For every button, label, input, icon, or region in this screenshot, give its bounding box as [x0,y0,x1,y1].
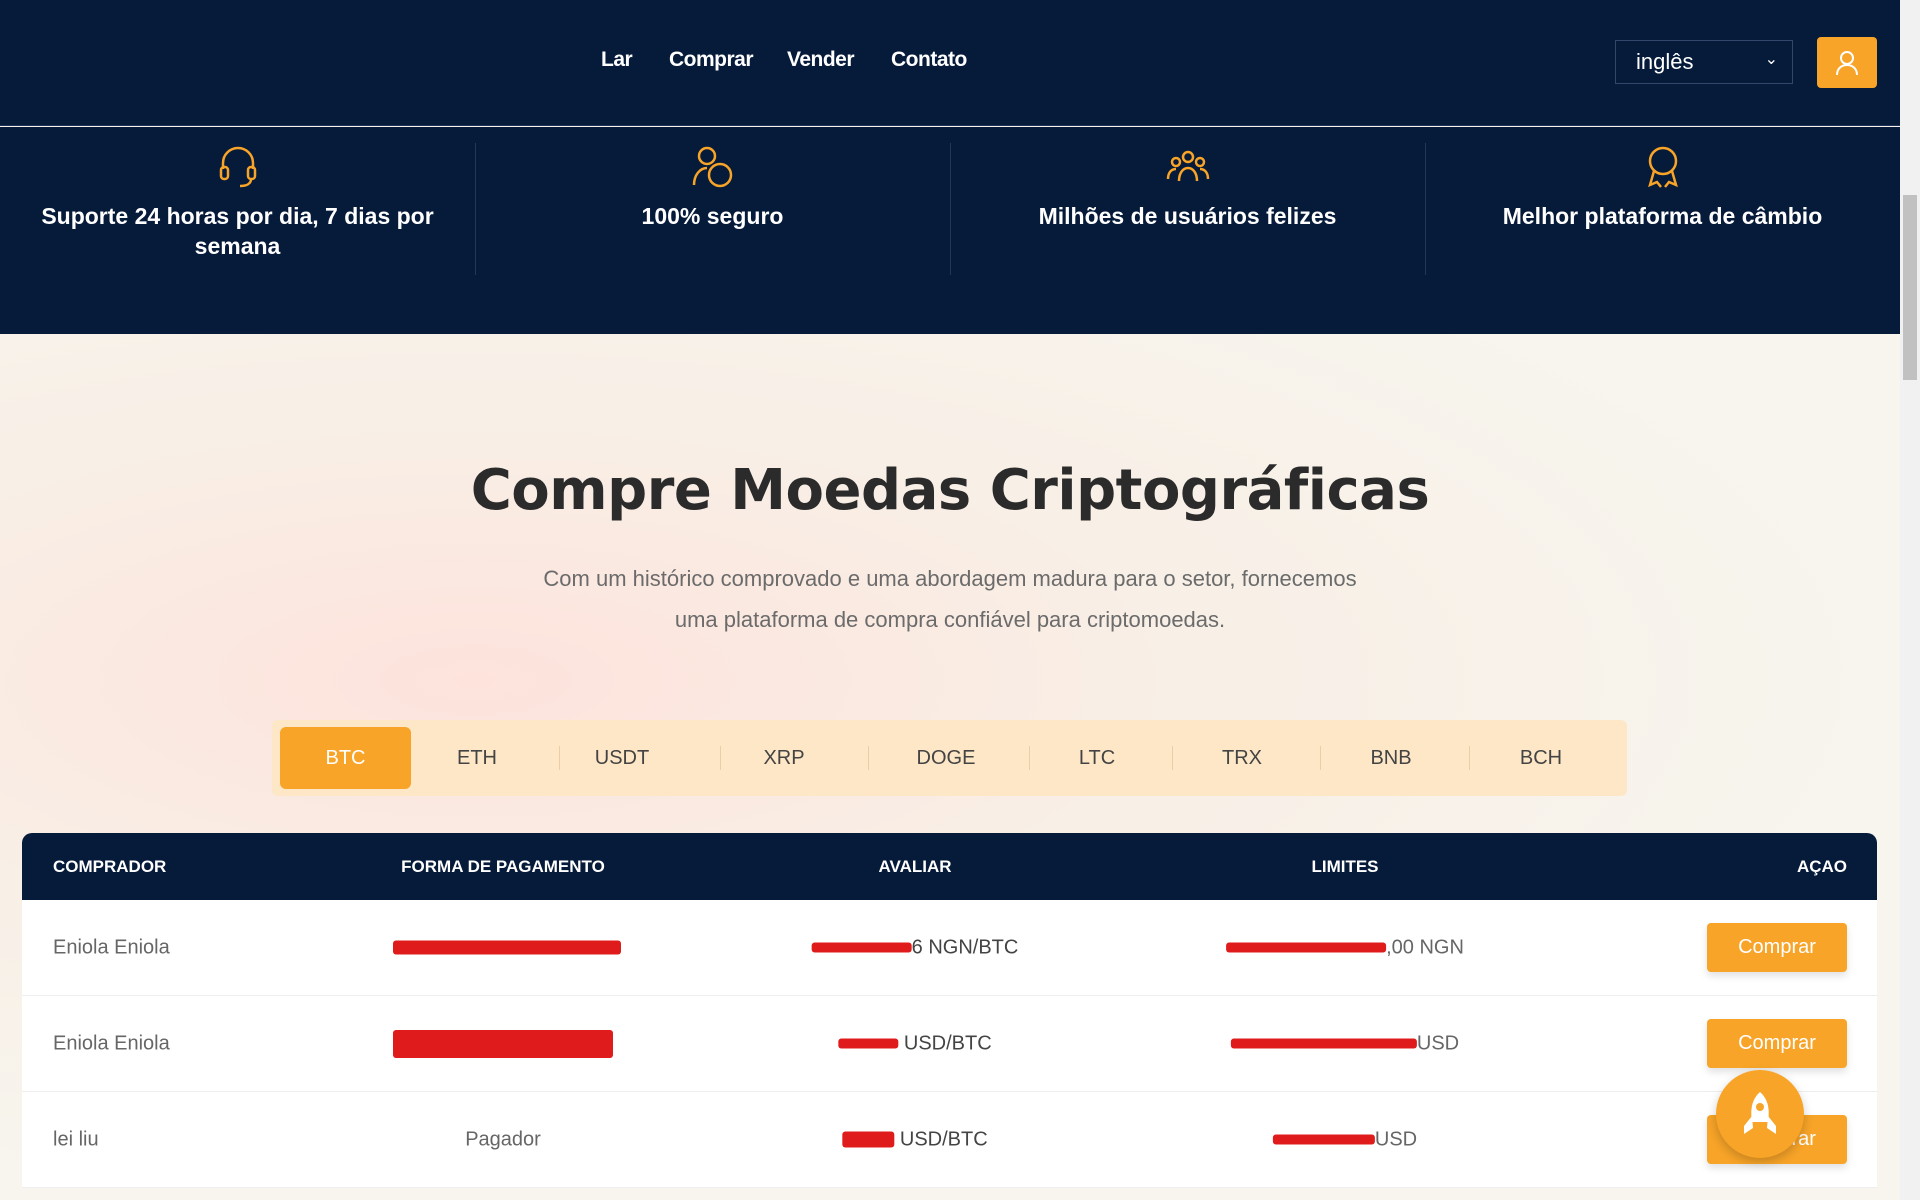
table-row: Eniola Eniola 6 NGN/BTC ,00 NGN Comprar [22,900,1877,996]
nav-link-contact[interactable]: Contato [891,48,967,71]
user-icon [1836,50,1858,75]
col-payment: FORMA DE PAGAMENTO [401,856,605,876]
feature-label: Milhões de usuários felizes [1038,203,1337,229]
limits-unit: USD [1374,1128,1418,1150]
nav-link-sell[interactable]: Vender [787,48,855,71]
rate: USD/BTC [842,1128,988,1151]
offers-table: COMPRADOR FORMA DE PAGAMENTO AVALIAR LIM… [22,833,1877,1188]
top-nav: Lar Comprar Vender Contato inglês ⌄ [0,0,1900,126]
limits-unit: USD [1416,1032,1460,1054]
scroll-to-top-button[interactable] [1716,1070,1804,1158]
feature-label: Suporte 24 horas por dia, 7 dias por sem… [41,203,434,259]
payment-method-redacted [393,936,621,959]
page-title: Compre Moedas Criptográficas [470,458,1430,523]
feature-label: 100% seguro [641,203,784,229]
language-value: inglês [1636,49,1694,74]
chevron-down-icon: ⌄ [1764,51,1778,68]
tab-xrp[interactable]: XRP [763,747,805,769]
nav-link-buy[interactable]: Comprar [669,48,754,71]
subtitle-line: Com um histórico comprovado e uma aborda… [543,566,1357,591]
tab-doge[interactable]: DOGE [916,747,976,769]
feature-best-platform: Melhor plataforma de câmbio [1425,127,1900,334]
scrollbar-thumb[interactable] [1903,195,1917,380]
buyer-name: lei liu [53,1128,99,1150]
col-limits: LIMITES [1311,856,1379,876]
tab-btc[interactable]: BTC [280,727,411,789]
col-buyer: COMPRADOR [53,856,167,876]
subtitle-line: uma plataforma de compra confiável para … [674,607,1226,632]
tab-divider [1029,746,1030,770]
coin-tabs: BTC ETH USDT XRP DOGE LTC TRX BNB BCH [272,720,1627,796]
feature-secure: 100% seguro [475,127,950,334]
tab-eth[interactable]: ETH [457,747,497,769]
tab-ltc[interactable]: LTC [1078,747,1116,769]
features-band: Suporte 24 horas por dia, 7 dias por sem… [0,127,1900,334]
feature-label: Melhor plataforma de câmbio [1502,203,1823,229]
tab-divider [720,746,721,770]
rate-unit: 6 NGN/BTC [911,936,1019,958]
tab-bnb[interactable]: BNB [1370,747,1412,769]
payment-method: Pagador [465,1128,541,1150]
page-subtitle: Com um histórico comprovado e uma aborda… [0,558,1900,640]
tab-divider [1172,746,1173,770]
tab-trx[interactable]: TRX [1222,747,1262,769]
limits: USD [1230,1032,1460,1055]
limits: ,00 NGN [1226,936,1464,959]
rate-unit: USD/BTC [899,1128,988,1150]
table-header: COMPRADOR FORMA DE PAGAMENTO AVALIAR LIM… [22,833,1877,900]
limits-unit: ,00 NGN [1386,936,1464,958]
limits: USD [1272,1128,1418,1151]
table-row: lei liu Pagador USD/BTC USD Comprar [22,1092,1877,1188]
user-account-button[interactable] [1817,37,1877,88]
tab-divider [1469,746,1470,770]
nav-link-home[interactable]: Lar [601,48,633,71]
language-select[interactable]: inglês ⌄ [1615,40,1793,84]
award-icon [1647,146,1678,188]
col-rate: AVALIAR [878,856,952,876]
table-row: Eniola Eniola USD/BTC USD Comprar [22,996,1877,1092]
buy-button[interactable]: Comprar [1707,1019,1847,1068]
page-scrollbar[interactable] [1900,0,1920,1200]
buyer-name: Eniola Eniola [53,1032,170,1054]
feature-users: Milhões de usuários felizes [950,127,1425,334]
payment-method-redacted [393,1029,613,1058]
buy-button[interactable]: Comprar [1707,923,1847,972]
secure-user-icon [692,146,732,188]
tab-divider [1320,746,1321,770]
feature-support: Suporte 24 horas por dia, 7 dias por sem… [0,127,475,334]
rate-unit: USD/BTC [903,1032,992,1054]
tab-divider [868,746,869,770]
tab-divider [559,746,560,770]
users-group-icon [1166,150,1209,182]
col-action: AÇAO [1796,856,1847,876]
tab-usdt[interactable]: USDT [594,747,650,769]
rocket-icon [1744,1092,1776,1134]
buyer-name: Eniola Eniola [53,936,170,958]
headset-icon [219,146,256,188]
rate: 6 NGN/BTC [811,936,1019,959]
rate: USD/BTC [838,1032,992,1055]
tab-bch[interactable]: BCH [1519,747,1563,769]
